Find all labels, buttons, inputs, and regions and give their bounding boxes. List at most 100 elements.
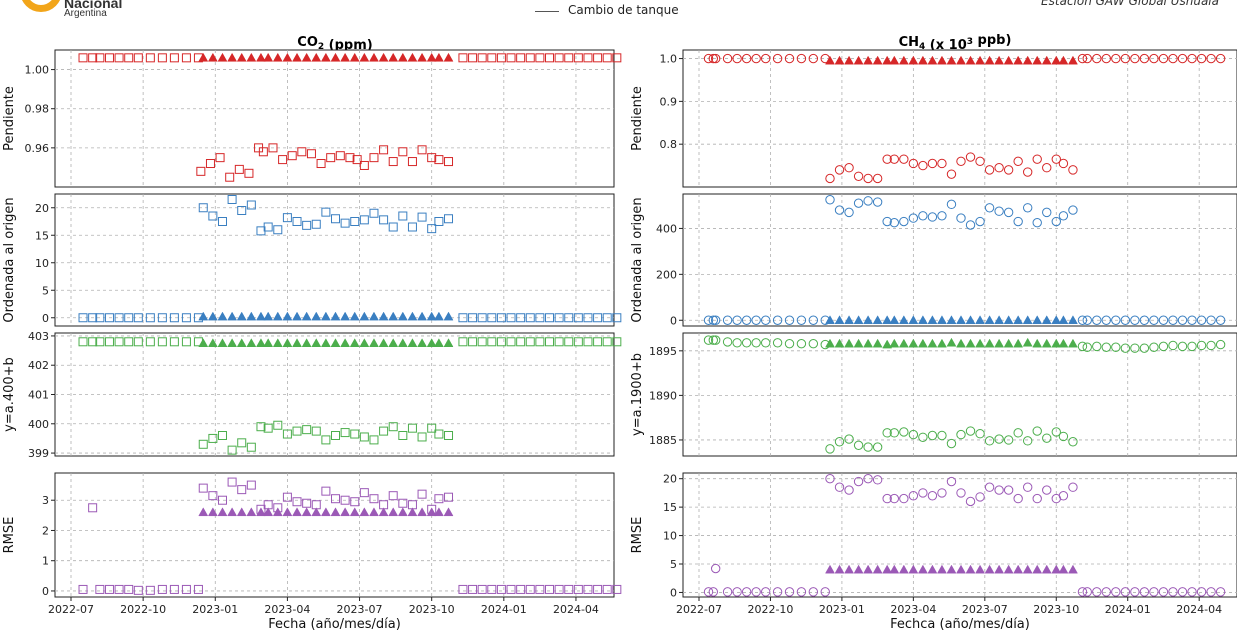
data-triangle (320, 338, 331, 347)
data-square (169, 313, 179, 323)
data-triangle (825, 315, 835, 325)
data-triangle (908, 55, 919, 65)
data-triangle (256, 338, 266, 347)
data-triangle (397, 52, 408, 62)
x-tick-label: 2022-07 (676, 603, 722, 616)
data-square (612, 53, 622, 63)
data-triangle (956, 564, 966, 574)
data-triangle (1041, 338, 1052, 348)
data-square (468, 313, 478, 323)
data-triangle (330, 338, 341, 347)
data-square (379, 145, 389, 155)
data-triangle (417, 338, 427, 347)
data-triangle (898, 315, 909, 325)
data-square (145, 313, 155, 323)
y-tick-label: 20 (35, 202, 49, 215)
data-circle (937, 211, 947, 221)
data-circle (703, 315, 714, 325)
data-circle (1158, 587, 1169, 597)
data-circle (1092, 341, 1102, 352)
data-triangle (236, 507, 247, 517)
data-circle (1013, 216, 1023, 227)
data-triangle (217, 338, 228, 347)
data-circle (1058, 431, 1069, 442)
data-square (282, 213, 292, 223)
data-triangle (889, 338, 900, 348)
data-square (468, 584, 478, 594)
data-square (535, 337, 545, 347)
data-triangle (433, 338, 444, 347)
data-triangle (320, 507, 331, 517)
data-triangle (378, 507, 389, 517)
data-circle (899, 216, 909, 227)
panel-4: 0 5 10 15 20 RMSE 2022-07 2022-10 2023-01 2023-04… (630, 472, 1237, 631)
data-triangle (282, 507, 293, 517)
data-circle (710, 563, 721, 574)
data-triangle (359, 338, 370, 347)
data-triangle (217, 52, 228, 62)
data-square (157, 337, 167, 347)
data-triangle (975, 338, 985, 348)
data-triangle (1013, 564, 1024, 574)
data-triangle (937, 338, 947, 348)
data-circle (1120, 343, 1131, 353)
data-triangle (320, 311, 331, 321)
data-square (95, 53, 105, 63)
data-square (593, 337, 603, 347)
data-circle (772, 315, 783, 325)
data-circle (1111, 342, 1121, 352)
data-square (388, 491, 398, 501)
data-circle (882, 154, 892, 164)
data-square (157, 313, 167, 323)
data-square (369, 208, 379, 218)
data-circle (708, 53, 718, 64)
data-triangle (853, 315, 864, 325)
data-square (583, 313, 593, 323)
data-square (434, 429, 444, 439)
data-square (506, 337, 516, 347)
data-square (444, 492, 454, 502)
data-triangle (994, 564, 1005, 574)
data-triangle (198, 52, 209, 62)
data-circle (1101, 342, 1111, 352)
data-square (278, 155, 288, 165)
data-square (458, 584, 468, 594)
data-triangle (311, 311, 322, 321)
data-square (612, 337, 622, 347)
data-circle (1051, 427, 1061, 437)
data-circle (1187, 341, 1197, 352)
data-triangle (984, 564, 995, 574)
data-square (331, 431, 340, 440)
data-triangle (1022, 337, 1033, 347)
data-triangle (217, 507, 228, 517)
data-circle (908, 429, 919, 440)
data-circle (1196, 340, 1207, 351)
data-triangle (1013, 55, 1024, 65)
y-tick-label: 200 (656, 268, 677, 281)
data-triangle (311, 52, 322, 62)
data-circle (863, 442, 873, 452)
data-circle (834, 437, 845, 447)
data-triangle (834, 315, 845, 325)
data-circle (1215, 339, 1226, 350)
data-circle (1139, 53, 1150, 64)
data-circle (808, 315, 819, 325)
data-circle (882, 216, 892, 227)
data-triangle (975, 55, 985, 65)
data-circle (772, 53, 783, 64)
data-triangle (1058, 564, 1069, 574)
data-circle (889, 428, 900, 438)
data-square (145, 585, 155, 595)
x-tick-label: 2023-07 (962, 603, 1008, 616)
data-triangle (1003, 315, 1014, 325)
data-circle (1149, 587, 1159, 597)
data-triangle (1003, 338, 1014, 348)
data-square (458, 313, 468, 323)
data-circle (1058, 211, 1069, 221)
data-square (417, 489, 427, 499)
data-triangle (426, 311, 437, 321)
legend-line-swatch (535, 11, 559, 12)
data-triangle (927, 315, 938, 325)
y-axis-label: Ordenada al origen (2, 197, 17, 322)
data-circle (760, 338, 771, 348)
